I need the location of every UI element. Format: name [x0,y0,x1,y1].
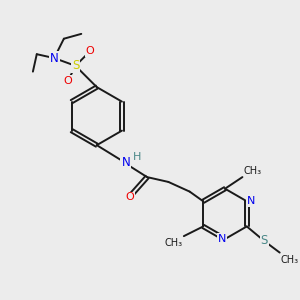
Text: O: O [85,46,94,56]
Text: H: H [133,152,142,162]
Text: S: S [260,235,268,248]
Text: CH₃: CH₃ [165,238,183,248]
Text: N: N [122,156,130,169]
Text: CH₃: CH₃ [243,166,262,176]
Text: S: S [72,59,79,72]
Text: CH₃: CH₃ [281,254,299,265]
Text: N: N [50,52,58,64]
Text: O: O [125,192,134,203]
Text: N: N [218,234,226,244]
Text: O: O [63,76,72,86]
Text: N: N [247,196,255,206]
